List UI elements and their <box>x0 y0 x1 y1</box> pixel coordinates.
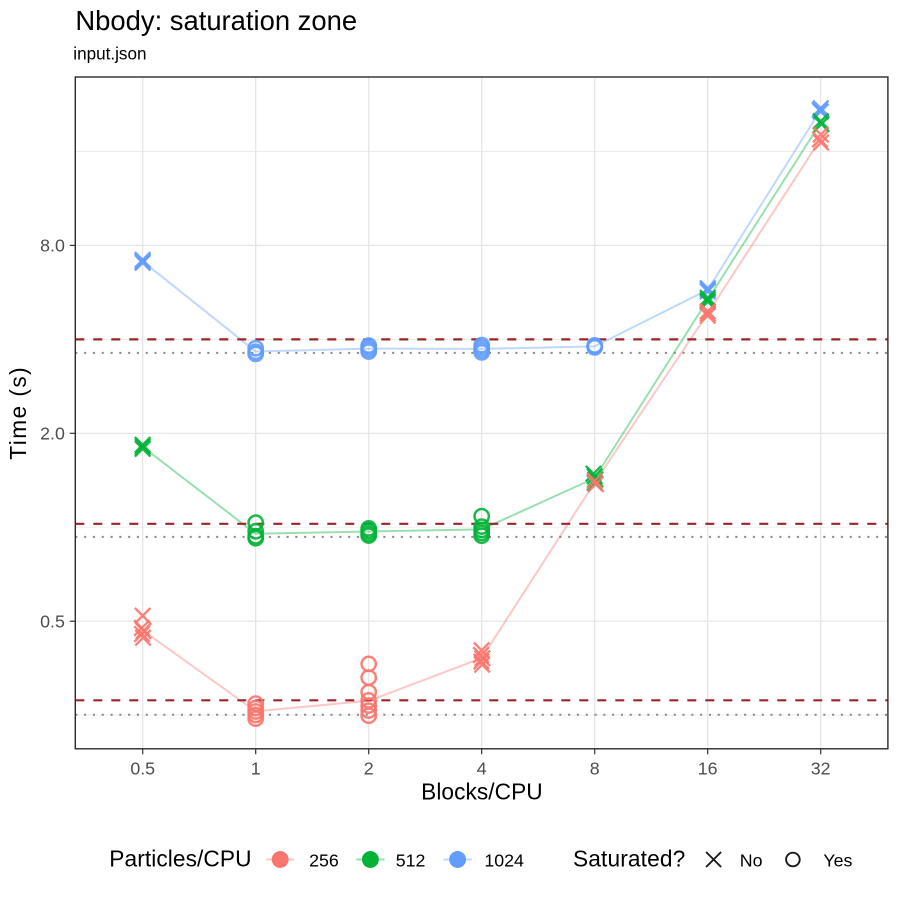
svg-text:256: 256 <box>309 850 339 870</box>
svg-text:Particles/CPU: Particles/CPU <box>109 845 251 871</box>
svg-text:input.json: input.json <box>73 44 146 63</box>
svg-text:32: 32 <box>811 758 831 778</box>
svg-text:8: 8 <box>590 758 600 778</box>
svg-text:16: 16 <box>698 758 718 778</box>
svg-text:1024: 1024 <box>484 850 524 870</box>
svg-text:Yes: Yes <box>823 850 852 870</box>
svg-text:Blocks/CPU: Blocks/CPU <box>421 779 543 805</box>
svg-text:4: 4 <box>477 758 487 778</box>
svg-text:0.5: 0.5 <box>40 612 65 632</box>
svg-text:2.0: 2.0 <box>40 424 65 444</box>
svg-text:8.0: 8.0 <box>40 236 65 256</box>
svg-text:512: 512 <box>396 850 426 870</box>
svg-text:Time (s): Time (s) <box>5 367 31 460</box>
svg-text:No: No <box>740 850 763 870</box>
svg-text:Saturated?: Saturated? <box>573 845 685 871</box>
svg-text:Nbody: saturation zone: Nbody: saturation zone <box>75 5 357 36</box>
svg-text:0.5: 0.5 <box>130 758 155 778</box>
svg-text:1: 1 <box>251 758 261 778</box>
svg-text:2: 2 <box>364 758 374 778</box>
